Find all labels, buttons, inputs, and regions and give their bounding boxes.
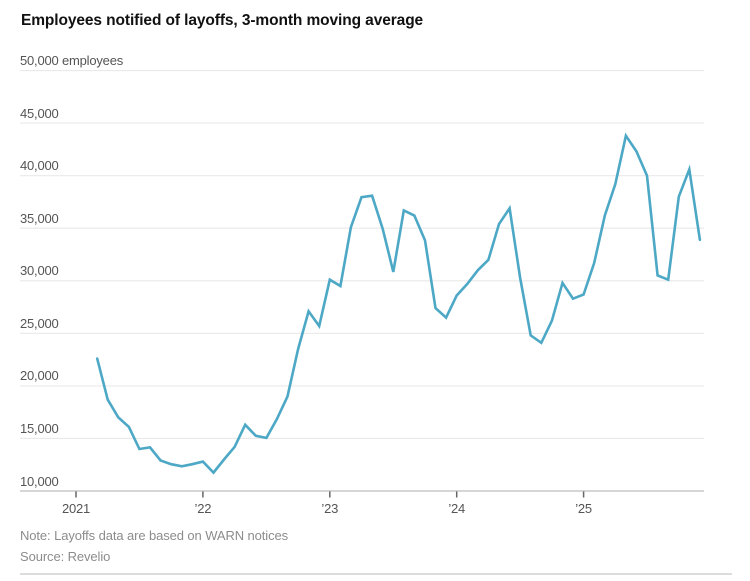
layoffs-series-line: [95, 132, 702, 475]
chart-note: Note: Layoffs data are based on WARN not…: [20, 528, 289, 543]
y-axis-label: 20,000: [20, 368, 59, 384]
y-axis-label: 25,000: [20, 315, 59, 331]
x-axis-label: 2021: [61, 501, 91, 516]
y-axis-label: 30,000: [20, 263, 59, 279]
x-axis-label: ’24: [448, 501, 466, 516]
y-axis-label: 50,000 employees: [20, 53, 124, 69]
bottom-divider: [20, 573, 732, 575]
x-axis-label: ’23: [321, 501, 339, 516]
chart-title: Employees notified of layoffs, 3-month m…: [21, 12, 424, 29]
y-axis-label: 45,000: [20, 105, 59, 121]
x-axis-label: ’25: [575, 501, 592, 516]
chart-source: Source: Revelio: [20, 549, 111, 564]
y-axis-label: 35,000: [20, 210, 59, 226]
y-axis-label: 10,000: [20, 473, 59, 489]
x-axis-label: ’22: [194, 501, 212, 516]
y-axis-label: 40,000: [20, 158, 59, 174]
y-axis-label: 15,000: [20, 420, 59, 436]
